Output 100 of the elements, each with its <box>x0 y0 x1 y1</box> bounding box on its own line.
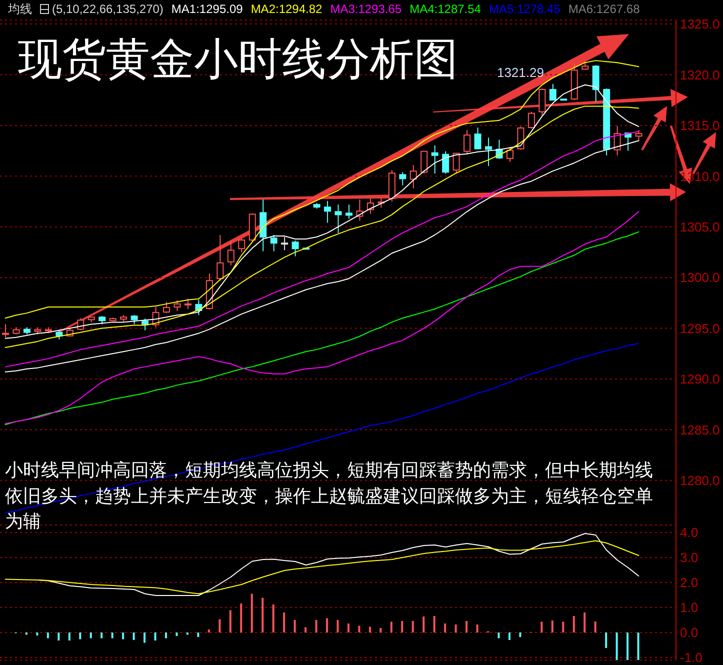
candlestick <box>334 204 342 234</box>
candlestick <box>238 238 246 253</box>
bar <box>154 632 156 640</box>
text: MA4:1287.54 <box>410 1 481 17</box>
candlestick <box>142 318 149 331</box>
candlestick <box>227 240 234 266</box>
y-tick-label: 1295.0 <box>680 320 720 336</box>
candlestick <box>528 111 535 130</box>
y-tick-label: 1315.0 <box>680 118 720 134</box>
bar <box>454 624 457 632</box>
bar <box>240 604 242 632</box>
text: MA3:1293.65 <box>330 1 402 17</box>
bar <box>111 632 114 638</box>
bar <box>626 632 629 660</box>
bar <box>605 632 608 648</box>
y-tick-label: 3.0 <box>680 550 698 566</box>
bar <box>46 632 49 638</box>
bar <box>476 624 478 632</box>
y-tick-label: 1305.0 <box>680 219 720 234</box>
bar <box>390 622 392 632</box>
candlestick <box>431 144 438 174</box>
bar <box>58 632 60 640</box>
y-tick-label: 1325.0 <box>680 16 720 32</box>
candlestick <box>474 126 482 150</box>
bar <box>176 632 178 636</box>
candlestick <box>345 204 352 220</box>
bar <box>519 632 522 637</box>
bar <box>132 632 135 640</box>
y-tick-label: 1290.0 <box>680 372 720 387</box>
bar <box>218 619 221 632</box>
candlestick <box>77 318 84 331</box>
bar <box>90 632 92 638</box>
bar <box>401 621 404 632</box>
bar <box>551 620 554 632</box>
bar <box>283 612 286 632</box>
bar <box>444 624 446 632</box>
bar <box>165 632 167 638</box>
legend-label: MA6:1267.68 <box>568 1 640 17</box>
bar <box>122 632 124 640</box>
bar <box>250 594 253 632</box>
text: (5,10,22,66,135,270) <box>52 1 164 17</box>
bar <box>79 632 82 640</box>
candlestick <box>324 200 331 224</box>
bar <box>262 598 264 632</box>
bar <box>326 618 328 632</box>
bar <box>584 612 586 632</box>
candlestick <box>549 83 556 101</box>
bar <box>562 622 564 632</box>
candlestick <box>420 150 428 174</box>
annotation: 1321.29 <box>496 64 544 80</box>
candlestick <box>614 125 621 156</box>
candlestick <box>485 137 492 167</box>
bar <box>347 624 350 632</box>
bar <box>304 627 307 632</box>
candlestick <box>538 88 546 116</box>
y-tick-label: 1280.0 <box>680 472 720 488</box>
bar <box>208 630 210 632</box>
candlestick <box>592 64 600 102</box>
y-tick-label: 0.0 <box>680 625 698 640</box>
bar <box>412 621 414 632</box>
candlestick <box>130 314 138 325</box>
y-tick-label: 1.0 <box>680 600 698 616</box>
bar <box>294 620 296 632</box>
chart-title: 现货黄金小时线分析图 <box>18 35 458 84</box>
candlestick <box>270 234 278 252</box>
bar <box>36 632 38 636</box>
bar <box>380 628 382 632</box>
legend-title: 均线 <box>8 1 32 17</box>
candlestick <box>174 300 181 312</box>
y-tick-label: 2.0 <box>680 575 698 590</box>
bar <box>616 632 618 660</box>
bar <box>637 632 640 660</box>
bar <box>572 616 575 632</box>
candlestick <box>635 130 642 142</box>
bar <box>197 632 200 637</box>
bar <box>422 616 425 632</box>
candlestick <box>452 152 460 174</box>
candlestick <box>281 236 288 251</box>
bar <box>433 616 436 632</box>
candlestick <box>292 240 299 257</box>
y-tick-label: 1300.0 <box>680 270 720 286</box>
bar <box>144 632 146 643</box>
candlestick <box>464 130 471 155</box>
bar <box>508 632 510 640</box>
bar <box>315 620 318 632</box>
y-tick-label: 1320.0 <box>680 67 720 82</box>
bar <box>68 632 70 640</box>
bar <box>229 610 232 632</box>
bar <box>498 632 500 638</box>
candlestick <box>184 298 192 310</box>
bar <box>594 622 596 632</box>
candlestick <box>410 164 417 189</box>
bar <box>100 632 103 638</box>
bar <box>466 621 468 632</box>
text: MA1:1295.09 <box>171 1 243 17</box>
candlestick <box>506 146 514 162</box>
y-tick-label: 1285.0 <box>680 422 720 438</box>
bar <box>272 604 274 632</box>
candlestick <box>399 172 406 186</box>
bar <box>540 622 543 632</box>
